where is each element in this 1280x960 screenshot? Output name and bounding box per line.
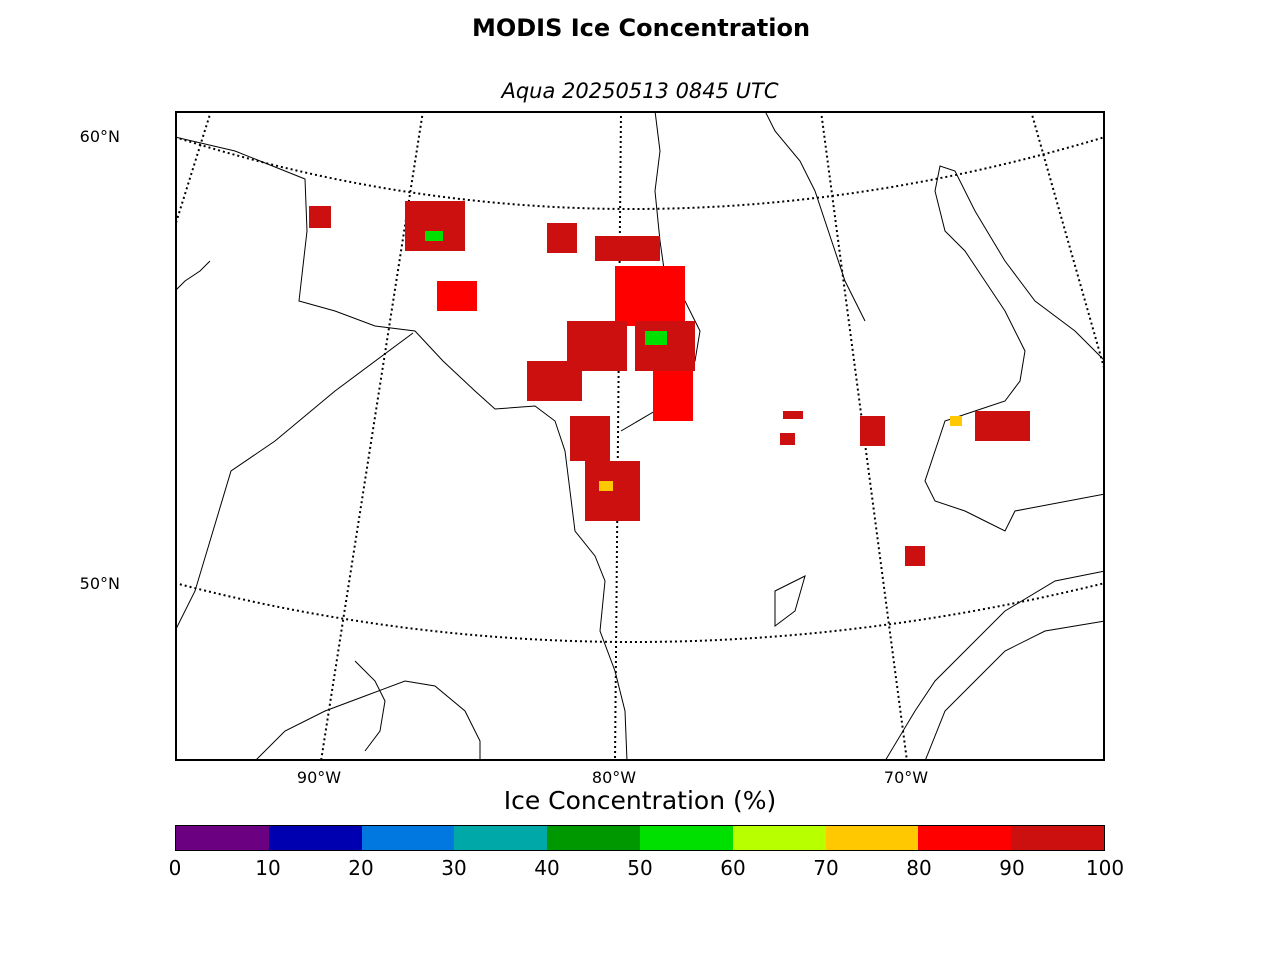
colorbar-tick-label: 60	[720, 856, 746, 880]
colorbar-segment	[361, 826, 455, 850]
colorbar-tick-label: 10	[255, 856, 281, 880]
map-border	[175, 111, 1105, 761]
ice-patch	[527, 361, 582, 401]
colorbar-tick-label: 70	[813, 856, 839, 880]
colorbar-tick-label: 80	[906, 856, 932, 880]
graticule-lat-60	[175, 136, 1105, 210]
colorbar-title: Ice Concentration (%)	[503, 786, 777, 815]
lon-label-70: 70°W	[883, 768, 929, 787]
colorbar-segment	[547, 826, 640, 850]
colorbar-segment	[1011, 826, 1104, 850]
ice-patch	[547, 223, 577, 253]
colorbar-tick-label: 50	[627, 856, 653, 880]
colorbar-segment	[639, 826, 733, 850]
colorbar-segment	[454, 826, 548, 850]
colorbar-tick-label: 20	[348, 856, 374, 880]
ice-patch	[405, 201, 465, 251]
map-panel: 60°N 50°N 90°W 80°W 70°W	[80, 111, 1105, 787]
lat-label-60: 60°N	[79, 127, 120, 146]
ice-patch	[595, 236, 660, 261]
lon-label-80: 80°W	[591, 768, 637, 787]
ice-patch	[645, 331, 667, 345]
ice-patch	[950, 416, 962, 426]
ice-patch	[570, 416, 610, 461]
graticule-lon-65	[1030, 111, 1105, 372]
colorbar-segment	[825, 826, 919, 850]
colorbar-segment	[268, 826, 362, 850]
colorbar-tick-label: 0	[168, 856, 182, 880]
colorbar-tick-label: 100	[1085, 856, 1125, 880]
ice-patch	[780, 433, 795, 445]
ice-patch	[635, 321, 695, 371]
ice-patch	[425, 231, 443, 241]
ice-patch	[437, 281, 477, 311]
ice-map	[175, 111, 1105, 761]
ice-patch	[309, 206, 331, 228]
ice-patch	[783, 411, 803, 419]
colorbar-tick-label: 40	[534, 856, 560, 880]
colorbar-segment	[918, 826, 1012, 850]
ice-patch	[653, 371, 693, 421]
graticule-lon-70	[820, 111, 908, 761]
ice-patch	[599, 481, 613, 491]
figure-title: MODIS Ice Concentration	[471, 14, 811, 42]
graticule-lat-50	[175, 582, 1105, 643]
ice-patch	[905, 546, 925, 566]
lat-label-50: 50°N	[79, 574, 120, 593]
colorbar-tick-label: 30	[441, 856, 467, 880]
ice-patch	[860, 416, 885, 446]
graticule-lon-95	[175, 111, 212, 227]
colorbar-tick-label: 90	[999, 856, 1025, 880]
figure-subtitle: Aqua 20250513 0845 UTC	[501, 79, 779, 103]
ice-patch	[975, 411, 1030, 441]
colorbar	[175, 825, 1105, 851]
ice-patches	[309, 201, 1030, 566]
lon-label-90: 90°W	[296, 768, 342, 787]
ice-patch	[615, 266, 685, 326]
graticule-lon-80	[614, 111, 622, 761]
colorbar-segment	[176, 826, 269, 850]
colorbar-segment	[732, 826, 826, 850]
